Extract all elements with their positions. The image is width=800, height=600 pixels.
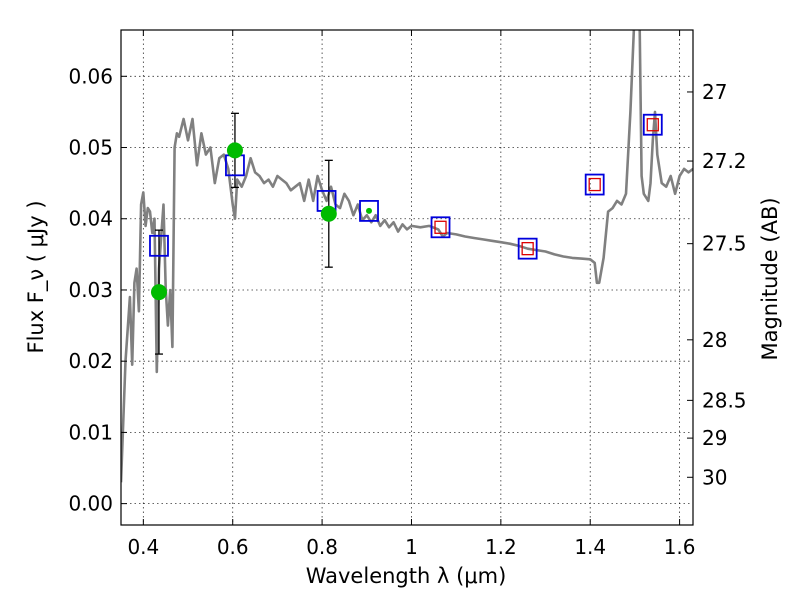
right-tick-label: 27 xyxy=(702,80,727,104)
x-tick-label: 1.4 xyxy=(574,535,606,559)
x-tick-label: 1.6 xyxy=(664,535,696,559)
markers xyxy=(149,112,663,355)
plot-frame xyxy=(120,29,694,526)
x-axis-title: Wavelength λ (μm) xyxy=(306,564,507,588)
green-point-marker xyxy=(150,284,167,301)
y-tick-label: 0.06 xyxy=(68,64,113,88)
x-tick-label: 0.6 xyxy=(217,535,249,559)
y-tick-label: 0.04 xyxy=(68,207,113,231)
blue-square-marker xyxy=(642,113,663,136)
ticks: 0.4 0.6 0.8 1 1.2 1.4 1.6 0.00 0.01 0.02 0.03 0.04 0… xyxy=(68,30,747,559)
red-square-marker xyxy=(521,242,534,256)
blue-square-marker xyxy=(517,237,538,260)
y-axis-title-left: Flux F_ν ( μJy ) xyxy=(24,200,49,353)
blue-square-marker xyxy=(149,234,169,257)
y-tick-label: 0.03 xyxy=(68,278,113,302)
x-tick-label: 1.2 xyxy=(485,535,517,559)
y-tick-label: 0.01 xyxy=(68,420,113,444)
model-spectrum-line xyxy=(121,30,693,483)
y-axis-title-right: Magnitude (AB) xyxy=(758,197,782,360)
x-tick-label: 0.4 xyxy=(127,535,159,559)
plot-area xyxy=(121,30,693,483)
right-tick-label: 28 xyxy=(702,328,727,352)
y-tick-label: 0.05 xyxy=(68,136,113,160)
green-point-marker xyxy=(320,205,337,222)
grid xyxy=(121,30,693,525)
y-tick-label: 0.02 xyxy=(68,349,113,373)
green-point-marker xyxy=(366,207,373,214)
blue-square-marker xyxy=(430,216,451,239)
right-tick-label: 30 xyxy=(702,465,727,489)
green-point-marker xyxy=(226,142,243,159)
blue-square-marker xyxy=(359,200,379,222)
right-tick-label: 29 xyxy=(702,426,727,450)
x-tick-label: 1 xyxy=(405,535,418,559)
right-tick-label: 27.5 xyxy=(702,232,747,256)
red-square-marker xyxy=(646,118,659,132)
x-tick-label: 0.8 xyxy=(306,535,338,559)
red-square-marker xyxy=(588,177,601,192)
blue-square-marker xyxy=(584,173,605,196)
right-tick-label: 27.2 xyxy=(702,149,747,173)
red-square-marker xyxy=(434,220,447,234)
y-tick-label: 0.00 xyxy=(68,492,113,516)
right-tick-label: 28.5 xyxy=(702,388,747,412)
